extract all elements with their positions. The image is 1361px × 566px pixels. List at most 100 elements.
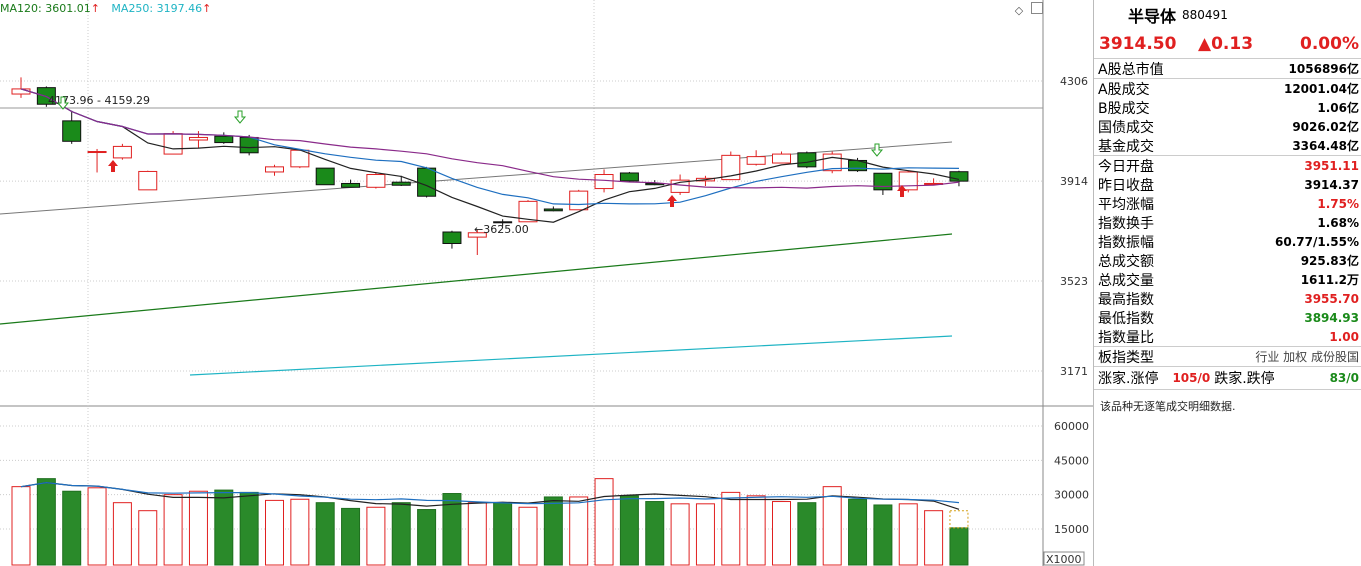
stat-label: 指数振幅	[1098, 234, 1154, 251]
price-tick-label: 4306	[1060, 75, 1088, 88]
stat-row: B股成交 1.06亿	[1094, 98, 1361, 117]
volume-bar	[214, 489, 234, 566]
volume-bar	[36, 478, 56, 566]
stat-label: A股成交	[1098, 81, 1150, 98]
volume-forecast-bar	[949, 510, 969, 529]
candle-up	[11, 88, 31, 95]
trade-detail-note: 该品种无逐笔成交明细数据.	[1100, 400, 1236, 413]
volume-bar	[366, 506, 386, 566]
diamond-icon[interactable]: ◇	[1014, 4, 1024, 17]
volume-bar	[87, 487, 107, 566]
candle-down	[315, 167, 335, 186]
kline-chart-area[interactable]: 4306 3914 3523 3171 60000 45000 30000 15000 X100…	[0, 0, 1093, 566]
candle-down	[797, 152, 817, 168]
candle-down	[949, 171, 969, 182]
maximize-icon[interactable]	[1031, 2, 1043, 14]
volume-bar	[163, 494, 183, 566]
stat-row: 最低指数 3894.93	[1094, 308, 1361, 327]
candle-up	[87, 151, 107, 154]
stat-label: 昨日收盘	[1098, 177, 1154, 194]
buy-signal-up-arrow-icon	[108, 160, 118, 172]
volume-bar	[873, 504, 893, 566]
volume-bar	[797, 502, 817, 566]
volume-bar	[594, 478, 614, 566]
ma-legend: MA120: 3601.01↑ MA250: 3197.46↑	[0, 2, 211, 15]
ma5-line	[20, 88, 960, 223]
ma20-line	[20, 88, 960, 189]
price-change: ▲0.13	[1198, 34, 1254, 54]
stat-label: 指数换手	[1098, 215, 1154, 232]
candle-up	[746, 156, 766, 165]
stat-label: 板指类型	[1098, 349, 1154, 366]
volume-bar	[949, 527, 969, 566]
ma250-line	[189, 335, 953, 376]
current-price: 3914.50	[1099, 34, 1177, 54]
candle-up	[265, 166, 284, 173]
price-tick-label: 3914	[1060, 175, 1088, 188]
volume-bar	[619, 495, 639, 566]
volume-bar	[341, 507, 361, 566]
stat-row: A股成交 12001.04亿	[1094, 79, 1361, 98]
volume-tick-label: 60000	[1054, 420, 1089, 433]
stat-value: 1.68%	[1317, 215, 1359, 230]
price-tick-label: 3523	[1060, 275, 1088, 288]
stat-label: 最高指数	[1098, 291, 1154, 308]
volume-bar	[518, 506, 538, 566]
volume-unit-label: X1000	[1046, 553, 1082, 566]
index-name: 半导体	[1128, 7, 1177, 26]
ma120-line	[0, 233, 953, 325]
stat-row: 国债成交 9026.02亿	[1094, 117, 1361, 136]
ma250-label: MA250: 3197.46↑	[111, 2, 212, 15]
kline-chart[interactable]: 4306 3914 3523 3171 60000 45000 30000 15000 X100…	[0, 0, 1093, 566]
volume-bar	[11, 486, 31, 566]
volume-bar	[265, 499, 284, 566]
stat-label: 平均涨幅	[1098, 196, 1154, 213]
stat-row: 板指类型 行业 加权 成份股国	[1094, 347, 1361, 366]
volume-bar	[924, 510, 944, 566]
candle-up	[772, 153, 791, 164]
index-info-panel: 半导体 880491 3914.50 ▲0.13 0.00% A股总市值 1056…	[1093, 0, 1361, 566]
long-ma-line	[0, 141, 953, 215]
stat-value[interactable]: 行业 加权 成份股国	[1255, 350, 1359, 364]
volume-bar	[695, 503, 715, 566]
candle-down	[239, 136, 259, 154]
stat-value: 3955.70	[1304, 291, 1359, 306]
candle-down	[214, 135, 234, 144]
candle-down	[417, 167, 437, 197]
candle-down	[62, 120, 82, 142]
stat-value: 1.75%	[1317, 196, 1359, 211]
stat-value: 3914.37	[1304, 177, 1359, 192]
volume-bar	[188, 490, 208, 566]
price-tick-label: 3171	[1060, 365, 1088, 378]
stat-rows: A股总市值 1056896亿 A股成交 12001.04亿 B股成交 1.06亿 国债…	[1094, 59, 1361, 366]
stat-label: 总成交量	[1098, 272, 1154, 289]
volume-bar	[239, 491, 259, 566]
fall-label: 跌家.跌停	[1214, 371, 1275, 387]
ma120-label: MA120: 3601.01↑	[0, 2, 100, 15]
volume-tick-label: 45000	[1054, 454, 1089, 467]
candle-down	[493, 221, 513, 224]
volume-bar	[290, 498, 310, 566]
fall-value: 83/0	[1329, 371, 1359, 385]
volume-bar	[442, 493, 462, 566]
candle-up	[112, 145, 132, 159]
stat-value: 60.77/1.55%	[1275, 234, 1359, 249]
candle-down	[442, 231, 462, 245]
volume-bar	[391, 502, 411, 566]
candle-up	[138, 170, 158, 191]
volume-bar	[645, 501, 665, 566]
volume-ma5-line	[20, 481, 960, 510]
buy-signal-up-arrow-icon	[897, 185, 907, 197]
stat-label: B股成交	[1098, 100, 1150, 117]
stat-row: 平均涨幅 1.75%	[1094, 194, 1361, 213]
panel-title: 半导体 880491	[1094, 0, 1361, 30]
volume-bar	[315, 502, 335, 566]
volume-unit-box	[1043, 551, 1085, 566]
stat-row: 基金成交 3364.48亿	[1094, 136, 1361, 156]
stat-value: 1056896亿	[1288, 62, 1359, 76]
sell-signal-down-arrow-icon	[870, 143, 884, 157]
candle-up	[518, 200, 538, 223]
candle-down	[619, 172, 639, 182]
candle-up	[594, 174, 614, 190]
volume-bar	[417, 509, 437, 566]
